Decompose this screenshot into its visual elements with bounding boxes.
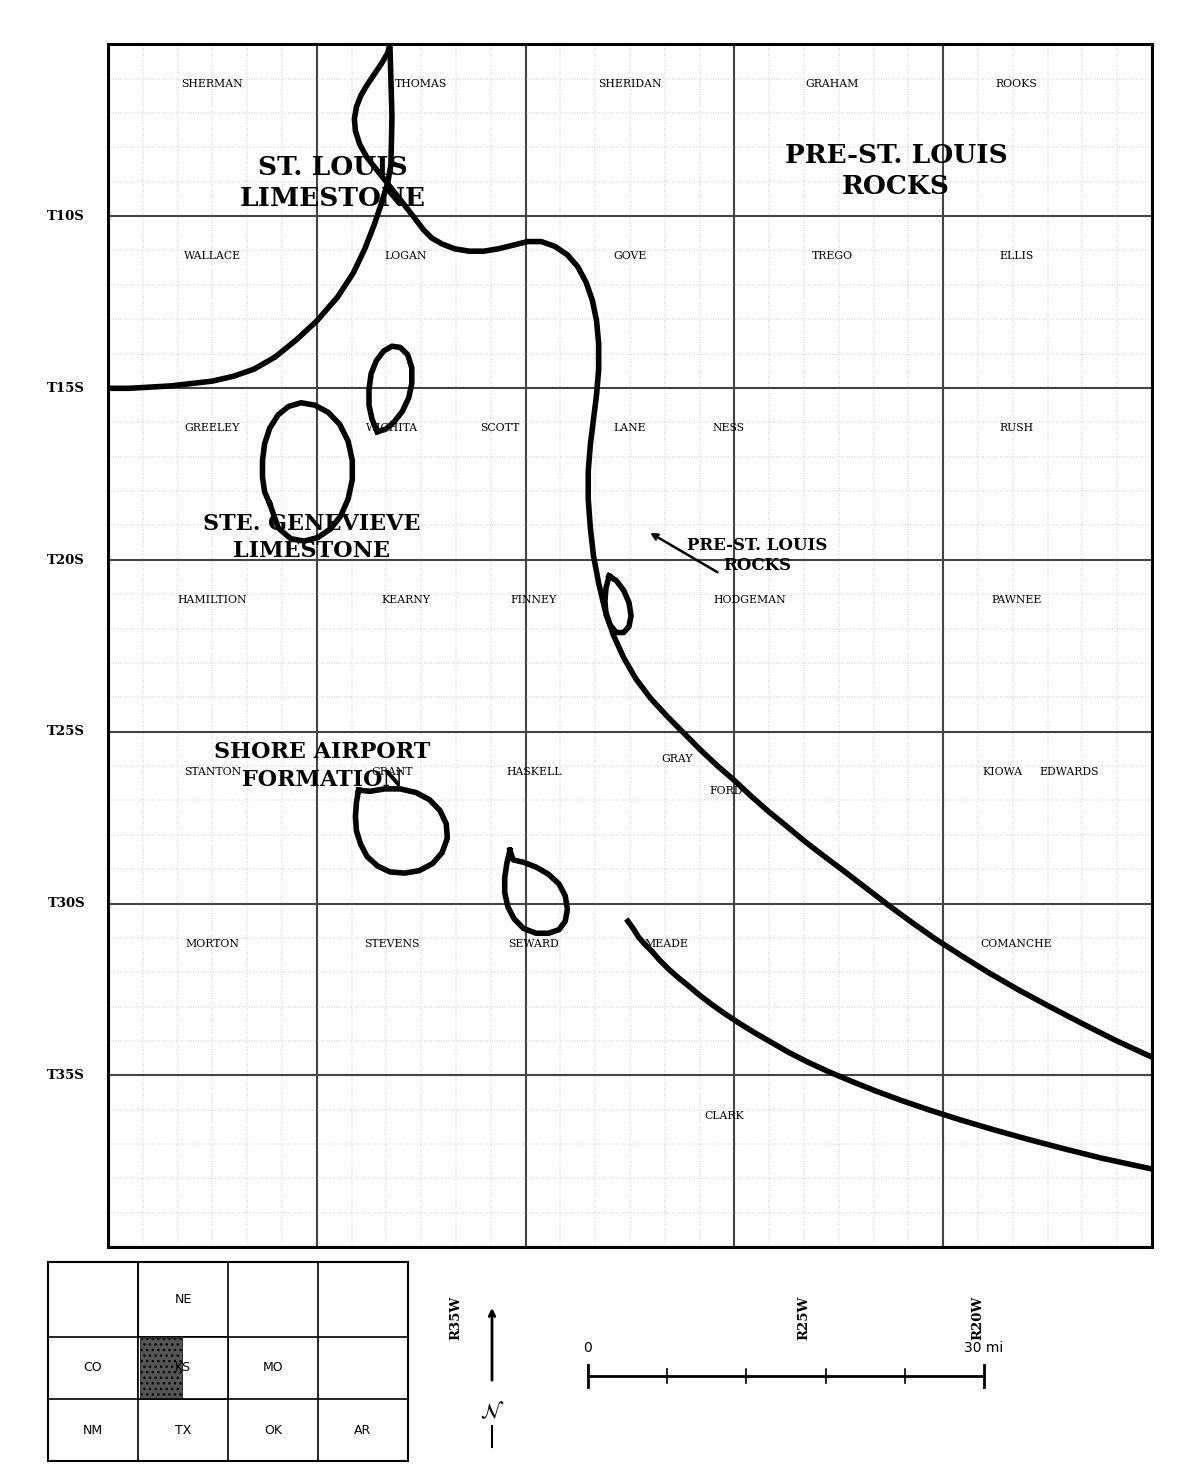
Text: T30S: T30S <box>48 897 85 909</box>
Text: TREGO: TREGO <box>812 251 853 261</box>
Text: ELLIS: ELLIS <box>1000 251 1033 261</box>
Text: EDWARDS: EDWARDS <box>1039 768 1099 776</box>
Text: STEVENS: STEVENS <box>365 939 420 949</box>
Text: LOGAN: LOGAN <box>384 251 427 261</box>
Text: STE. GENEVIEVE
LIMESTONE: STE. GENEVIEVE LIMESTONE <box>203 514 420 562</box>
Text: LANE: LANE <box>613 424 647 432</box>
Text: KS: KS <box>175 1361 191 1374</box>
Text: MEADE: MEADE <box>644 939 689 949</box>
Text: AR: AR <box>354 1424 372 1436</box>
Text: GREELEY: GREELEY <box>185 424 240 432</box>
Text: GOVE: GOVE <box>613 251 647 261</box>
Text: FORD: FORD <box>709 787 743 797</box>
Text: STANTON: STANTON <box>184 768 241 776</box>
Text: NE: NE <box>174 1293 192 1306</box>
Bar <box>138 1337 228 1399</box>
Text: ST. LOUIS
LIMESTONE: ST. LOUIS LIMESTONE <box>240 155 426 211</box>
Text: T20S: T20S <box>47 554 85 567</box>
Text: PRE-ST. LOUIS
ROCKS: PRE-ST. LOUIS ROCKS <box>688 537 828 574</box>
Text: CLARK: CLARK <box>704 1111 744 1122</box>
Text: PRE-ST. LOUIS
ROCKS: PRE-ST. LOUIS ROCKS <box>785 143 1008 199</box>
Text: NESS: NESS <box>712 424 744 432</box>
Text: R20W: R20W <box>971 1296 984 1340</box>
Text: KIOWA: KIOWA <box>983 768 1022 776</box>
Text: 30 mi: 30 mi <box>965 1340 1003 1355</box>
Text: TX: TX <box>175 1424 191 1436</box>
Text: R25W: R25W <box>798 1296 811 1340</box>
Text: HASKELL: HASKELL <box>506 768 562 776</box>
Text: HAMILTION: HAMILTION <box>178 595 247 605</box>
Text: SHERIDAN: SHERIDAN <box>599 80 661 89</box>
Text: MO: MO <box>263 1361 283 1374</box>
Text: WALLACE: WALLACE <box>184 251 241 261</box>
Text: T10S: T10S <box>47 210 85 223</box>
Text: T15S: T15S <box>47 382 85 394</box>
Text: $\mathcal{N}$: $\mathcal{N}$ <box>480 1401 504 1423</box>
Text: NM: NM <box>83 1424 103 1436</box>
Text: T25S: T25S <box>47 725 85 738</box>
Text: R40W: R40W <box>102 1296 114 1340</box>
Text: CO: CO <box>84 1361 102 1374</box>
Text: GRAY: GRAY <box>661 754 692 763</box>
Text: SEWARD: SEWARD <box>509 939 559 949</box>
Text: SHORE AIRPORT
FORMATION: SHORE AIRPORT FORMATION <box>214 741 431 791</box>
Text: R35W: R35W <box>449 1296 462 1340</box>
Text: THOMAS: THOMAS <box>395 80 448 89</box>
Text: MORTON: MORTON <box>186 939 239 949</box>
Text: RUSH: RUSH <box>1000 424 1033 432</box>
Bar <box>140 1337 182 1398</box>
Text: HODGEMAN: HODGEMAN <box>714 595 786 605</box>
Text: KS: KS <box>175 1361 191 1374</box>
Text: OK: OK <box>264 1424 282 1436</box>
Text: SCOTT: SCOTT <box>480 424 520 432</box>
Text: GRAHAM: GRAHAM <box>806 80 859 89</box>
Text: SHERMAN: SHERMAN <box>181 80 244 89</box>
Text: FINNEY: FINNEY <box>511 595 557 605</box>
Text: KEARNY: KEARNY <box>382 595 430 605</box>
Text: ROOKS: ROOKS <box>996 80 1037 89</box>
Text: GRANT: GRANT <box>371 768 413 776</box>
Text: T35S: T35S <box>47 1069 85 1082</box>
Text: PAWNEE: PAWNEE <box>991 595 1042 605</box>
Text: 0: 0 <box>583 1340 593 1355</box>
Text: COMANCHE: COMANCHE <box>980 939 1052 949</box>
Text: WICHITA: WICHITA <box>366 424 418 432</box>
